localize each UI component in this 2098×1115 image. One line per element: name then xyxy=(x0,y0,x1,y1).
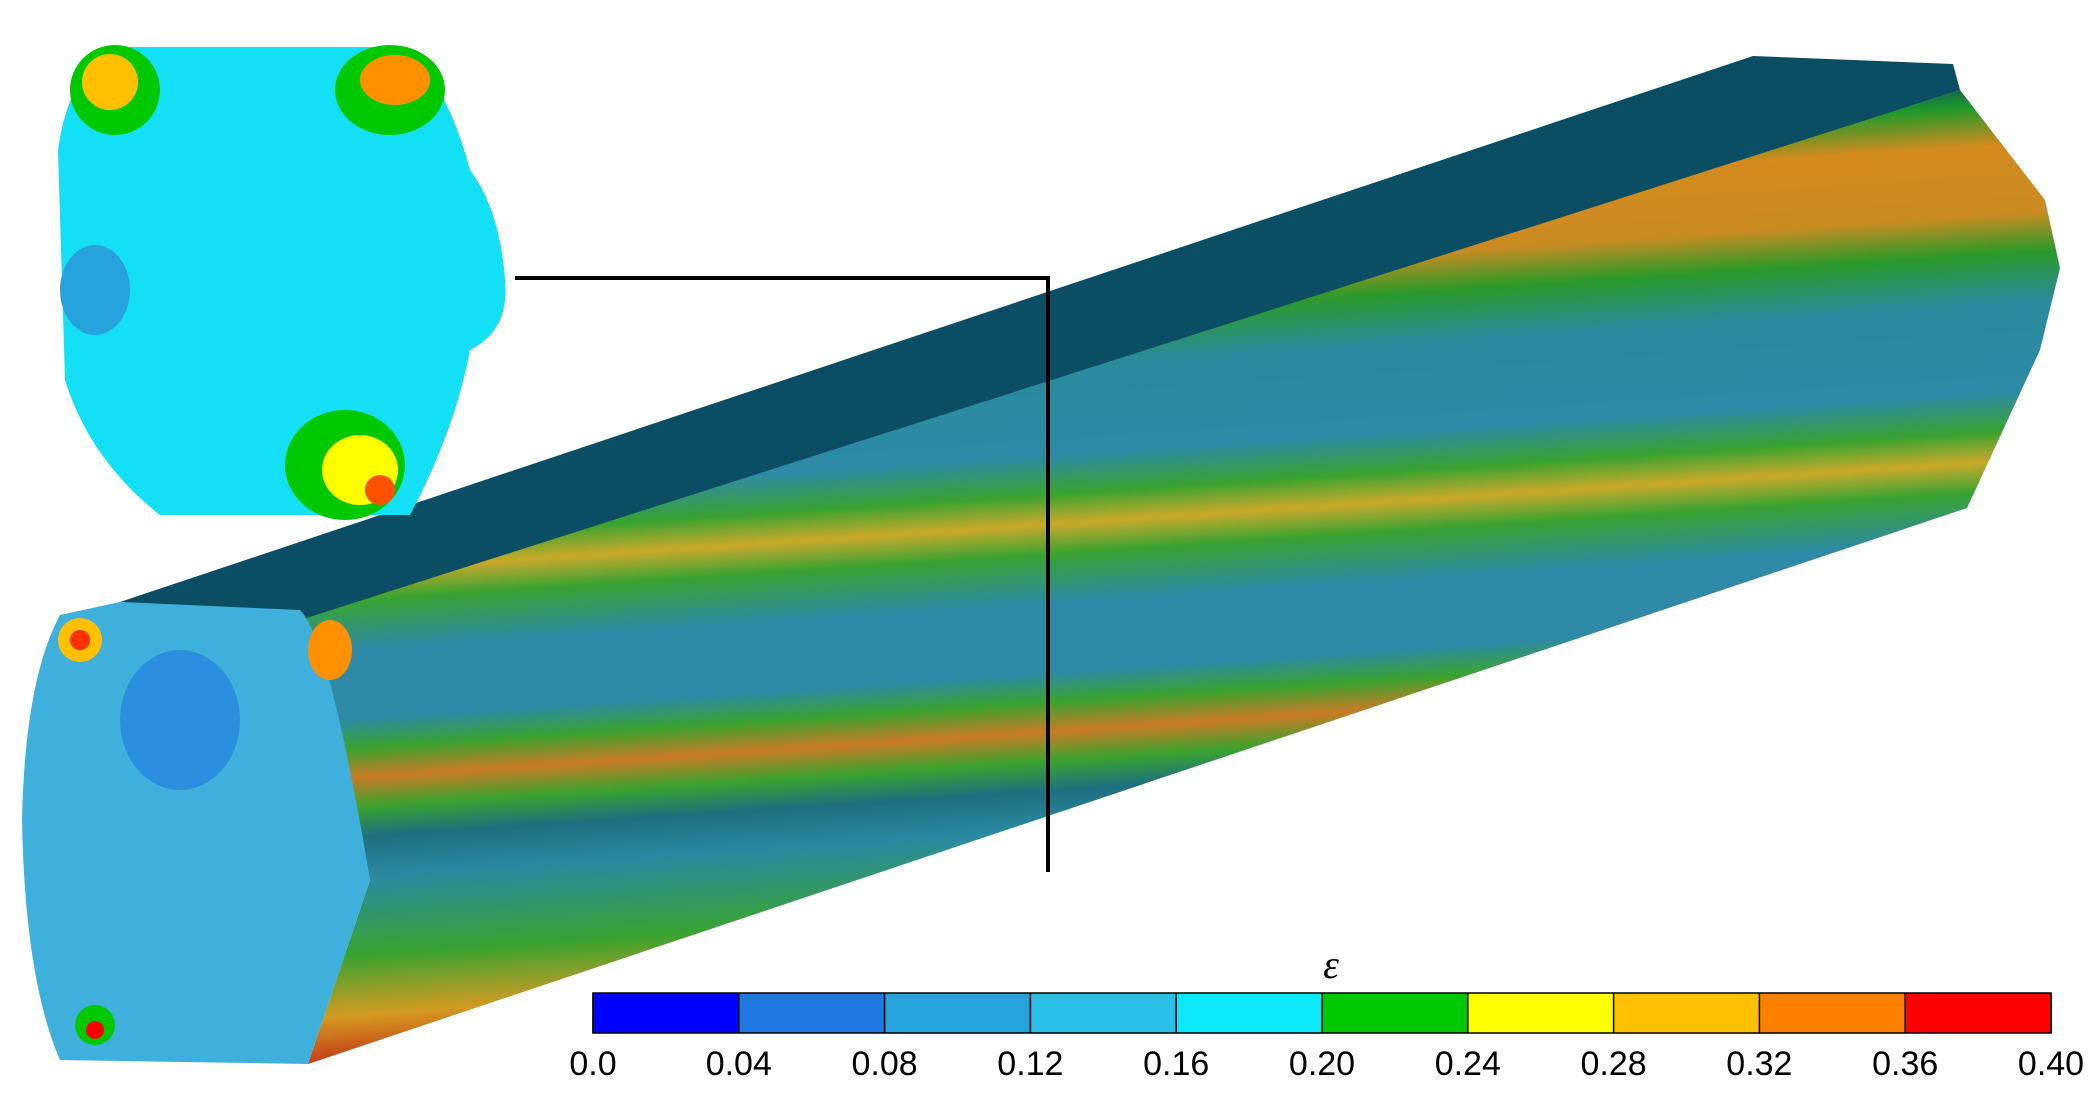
tick-label: 0.20 xyxy=(1289,1045,1355,1083)
hotspot xyxy=(82,54,138,110)
colorbar-segment xyxy=(593,993,739,1033)
colorbar-segment xyxy=(1322,993,1468,1033)
tick-label: 0.04 xyxy=(706,1045,772,1083)
colorbar-segment xyxy=(1905,993,2051,1033)
colorbar-segment xyxy=(1467,993,1614,1033)
colorbar-segment xyxy=(738,993,885,1033)
bar-side xyxy=(300,90,2060,1064)
colorbar-segment xyxy=(884,993,1031,1033)
colorbar-segment xyxy=(1613,993,1760,1033)
colorbar-segment xyxy=(1759,993,1906,1033)
tick-label: 0.24 xyxy=(1435,1045,1501,1083)
colorbar-segment xyxy=(1030,993,1177,1033)
colorbar-segment xyxy=(1176,993,1322,1033)
hotspot xyxy=(360,55,430,105)
tick-label: 0.08 xyxy=(852,1045,918,1083)
region xyxy=(60,245,130,335)
tick-label: 0.36 xyxy=(1872,1045,1938,1083)
hotspot xyxy=(308,620,352,680)
tick-label: 0.28 xyxy=(1581,1045,1647,1083)
hotspot xyxy=(86,1021,104,1039)
leader-line xyxy=(515,276,1050,872)
tick-label: 0.16 xyxy=(1143,1045,1209,1083)
bar-top xyxy=(120,56,1960,620)
bar-section xyxy=(22,602,370,1064)
inset-section xyxy=(58,47,506,515)
tick-label: 0.40 xyxy=(2018,1045,2084,1083)
tick-label: 0.12 xyxy=(997,1045,1063,1083)
tick-label: 0.0 xyxy=(569,1045,616,1083)
colorbar: 0.0 0.04 0.08 0.12 0.16 0.20 0.24 0.28 0.32 0.36 0… xyxy=(569,992,2084,1083)
hotspot xyxy=(365,475,395,505)
tick-label: 0.32 xyxy=(1726,1045,1792,1083)
region xyxy=(120,650,240,790)
hotspot xyxy=(70,630,90,650)
colorbar-title: ε xyxy=(1323,942,1339,987)
